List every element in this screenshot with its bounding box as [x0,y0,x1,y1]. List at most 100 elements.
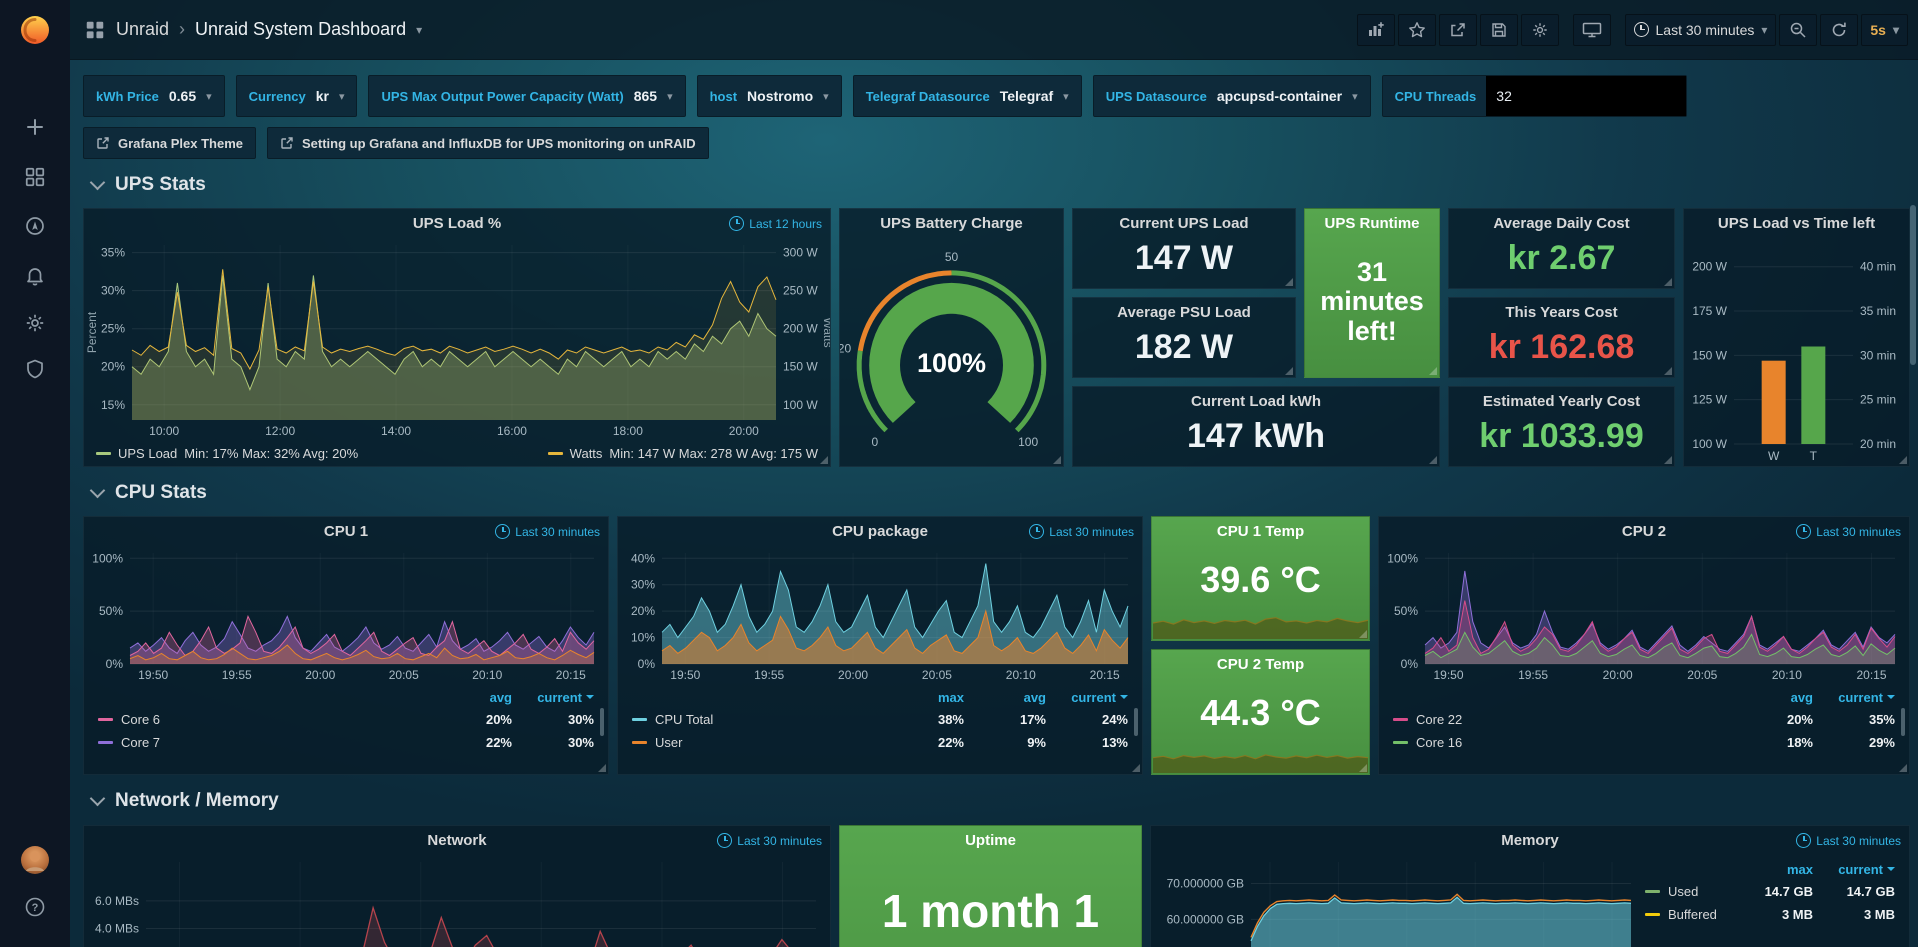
svg-text:50%: 50% [1394,604,1418,618]
svg-text:20:10: 20:10 [1772,668,1802,682]
time-range-label: Last 30 minutes [1655,21,1755,38]
share-button[interactable] [1438,13,1477,46]
legend-series-toggle[interactable]: Core 16 [1393,735,1731,750]
legend-series-toggle[interactable]: Used [1645,884,1731,899]
section-ups-stats[interactable]: UPS Stats [89,174,206,196]
alerting-bell-icon[interactable] [0,264,70,286]
panel-title[interactable]: CPU 2 Temp [1216,656,1305,673]
panel-title[interactable]: CPU 1 [323,523,369,540]
legend-series-toggle[interactable]: Core 6 [98,712,430,727]
link-grafana-plex-theme[interactable]: Grafana Plex Theme [83,127,256,159]
caret-down-icon[interactable]: ▾ [416,22,423,37]
svg-text:50: 50 [945,250,959,264]
legend-series-toggle[interactable]: User [632,735,882,750]
dashboards-icon[interactable] [0,166,70,188]
load-vs-time-chart[interactable]: 200 W 175 W 150 W 125 W 100 W 40 min 35 min 30 … [1684,237,1909,466]
dashboard-title[interactable]: Unraid System Dashboard [195,19,407,39]
panel-title[interactable]: UPS Load % [412,215,502,232]
svg-text:100 W: 100 W [1692,437,1727,451]
ups-load-chart[interactable]: 35% 30% 25% 20% 15% 300 W 250 W 200 W 150 W 100 W… [84,237,830,440]
cycle-view-mode-button[interactable] [1572,13,1611,46]
cpu-package-chart[interactable]: 40% 30% 20% 10% 0% 19:50 19:55 20:00 20:05 20:10 2… [618,545,1142,684]
legend-col-avg[interactable]: avg [1790,689,1813,705]
panel-header: CPU 2 Last 30 minutes [1379,517,1909,545]
add-icon[interactable] [0,116,70,138]
legend-col-avg[interactable]: avg [1023,689,1046,705]
time-range-picker[interactable]: Last 30 minutes ▾ [1624,13,1777,46]
variable-ups-datasource[interactable]: UPS Datasource apcupsd-container ▾ [1092,75,1371,117]
variable-currency[interactable]: Currency kr ▾ [235,75,358,117]
cpu-threads-input[interactable] [1486,76,1687,116]
refresh-interval-picker[interactable]: 5s ▾ [1861,13,1908,46]
page-scrollbar[interactable] [1910,205,1916,365]
variable-host[interactable]: host Nostromo ▾ [696,75,842,117]
panel-cpu1: CPU 1 Last 30 minutes 100% 50% 0% 19:50 19:5… [83,516,609,775]
legend-series-toggle[interactable]: UPS Load Min: 17% Max: 32% Avg: 20% [96,446,358,461]
legend-series-toggle[interactable]: Core 7 [98,735,430,750]
panel-title[interactable]: Estimated Yearly Cost [1482,393,1641,410]
section-cpu-stats[interactable]: CPU Stats [89,482,207,504]
link-ups-monitoring-guide[interactable]: Setting up Grafana and InfluxDB for UPS … [267,127,709,159]
legend-series-toggle[interactable]: CPU Total [632,712,882,727]
panel-title[interactable]: CPU 2 [1621,523,1667,540]
user-avatar[interactable] [0,845,70,875]
panel-title[interactable]: Network [427,832,487,849]
dashboard-grid-icon[interactable] [84,19,106,41]
panel-title[interactable]: UPS Runtime [1324,215,1420,232]
configuration-gear-icon[interactable] [0,312,70,334]
legend-col-max[interactable]: max [1786,861,1813,877]
panel-title[interactable]: UPS Load vs Time left [1717,215,1876,232]
panel-title[interactable]: Average PSU Load [1117,304,1251,321]
save-button[interactable] [1479,13,1518,46]
panel-title[interactable]: CPU 1 Temp [1216,523,1305,540]
variable-telegraf-datasource[interactable]: Telegraf Datasource Telegraf ▾ [852,75,1082,117]
explore-compass-icon[interactable] [0,215,70,237]
panel-title[interactable]: CPU package [832,523,928,540]
panel-title[interactable]: Memory [1501,832,1559,849]
svg-text:50%: 50% [99,604,123,618]
refresh-button[interactable] [1820,13,1859,46]
panel-title[interactable]: Current UPS Load [1119,215,1249,232]
admin-shield-icon[interactable] [0,358,70,380]
svg-text:19:55: 19:55 [222,668,252,682]
panel-time-range: Last 30 minutes [1796,833,1901,848]
panel-title[interactable]: This Years Cost [1505,304,1618,321]
legend-col-avg[interactable]: avg [489,689,512,705]
legend-col-current[interactable]: current [512,690,594,705]
dashboard-settings-button[interactable] [1520,13,1559,46]
svg-text:150 W: 150 W [783,360,818,374]
legend-col-current[interactable]: current [1046,690,1128,705]
clock-icon [729,216,745,231]
grafana-logo[interactable] [0,13,70,47]
svg-text:100%: 100% [1387,551,1418,565]
series-swatch [96,451,111,455]
legend-series-toggle[interactable]: Core 22 [1393,712,1731,727]
breadcrumb-app[interactable]: Unraid [116,19,170,39]
series-swatch [632,718,647,721]
chart-legend: max current Used 14.7 GB 14.7 GB Buffere… [1645,854,1909,926]
legend-col-current[interactable]: current [1813,862,1895,877]
legend-col-current[interactable]: current [1813,690,1895,705]
top-navbar: Unraid › Unraid System Dashboard ▾ [70,0,1918,60]
section-network-memory[interactable]: Network / Memory [89,790,279,812]
zoom-out-button[interactable] [1779,13,1818,46]
panel-title[interactable]: Average Daily Cost [1493,215,1630,232]
cpu2-chart[interactable]: 100% 50% 0% 19:50 19:55 20:00 20:05 20:10 20:15 [1379,545,1909,684]
cpu1-chart[interactable]: 100% 50% 0% 19:50 19:55 20:00 20:05 20:10 20:15 [84,545,608,684]
legend-series-toggle[interactable]: Watts Min: 147 W Max: 278 W Avg: 175 W [547,446,818,461]
legend-col-max[interactable]: max [937,689,964,705]
help-icon[interactable]: ? [0,896,70,918]
svg-text:125 W: 125 W [1692,393,1727,407]
add-panel-button[interactable] [1356,13,1395,46]
battery-gauge[interactable]: 0 20 50 100 100% [838,237,1063,466]
legend-series-toggle[interactable]: Buffered [1645,907,1731,922]
panel-title[interactable]: Current Load kWh [1191,393,1321,410]
star-button[interactable] [1397,13,1436,46]
panel-title[interactable]: UPS Battery Charge [880,215,1023,232]
panel-title[interactable]: Uptime [965,832,1016,849]
legend-row: Core 16 18% 29% [1393,731,1895,754]
variable-ups-max-output[interactable]: UPS Max Output Power Capacity (Watt) 865… [368,75,686,117]
variable-kwh-price[interactable]: kWh Price 0.65 ▾ [83,75,225,117]
